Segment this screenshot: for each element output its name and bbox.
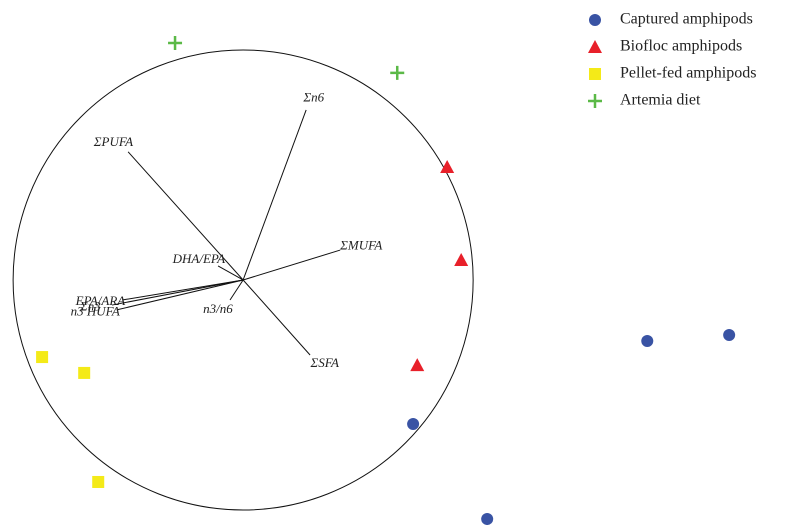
- vector-label: DHA/EPA: [172, 251, 226, 266]
- point: [92, 475, 105, 488]
- loading-vector: [116, 279, 244, 311]
- point: [641, 334, 654, 347]
- legend-marker: [589, 14, 601, 26]
- loading-vector: [217, 265, 244, 281]
- point: [454, 252, 469, 266]
- point: [410, 358, 425, 372]
- point: [440, 160, 455, 174]
- legend-marker: [588, 94, 602, 108]
- loading-vector: [242, 109, 307, 281]
- point: [723, 328, 736, 341]
- loading-vector: [242, 279, 311, 356]
- loading-vector: [111, 279, 244, 306]
- legend-label: Captured amphipods: [620, 11, 753, 28]
- legend-marker: [589, 68, 601, 80]
- vector-label: n3/n6: [203, 301, 233, 316]
- vector-label: ΣMUFA: [339, 238, 382, 253]
- legend-label: Artemia diet: [620, 92, 701, 109]
- loading-vector: [127, 151, 244, 281]
- point: [78, 366, 91, 379]
- vector-label: EPA/ARA: [75, 293, 126, 308]
- vector-label: ΣSFA: [309, 355, 338, 370]
- point: [36, 351, 49, 364]
- loading-vector: [242, 249, 341, 281]
- vector-label: Σn6: [302, 90, 324, 105]
- point: [390, 65, 405, 80]
- vector-label: Σn3: [79, 298, 101, 313]
- point: [407, 418, 420, 431]
- correlation-circle: [12, 49, 474, 511]
- vector-label: ΣPUFA: [93, 134, 133, 149]
- point: [168, 36, 183, 51]
- legend-marker: [588, 40, 602, 53]
- point: [481, 513, 494, 525]
- vector-label: n3 HUFA: [71, 304, 120, 319]
- legend-label: Pellet-fed amphipods: [620, 65, 756, 82]
- legend-label: Biofloc amphipods: [620, 38, 742, 55]
- loading-vector: [122, 279, 244, 301]
- loading-vector: [229, 279, 244, 301]
